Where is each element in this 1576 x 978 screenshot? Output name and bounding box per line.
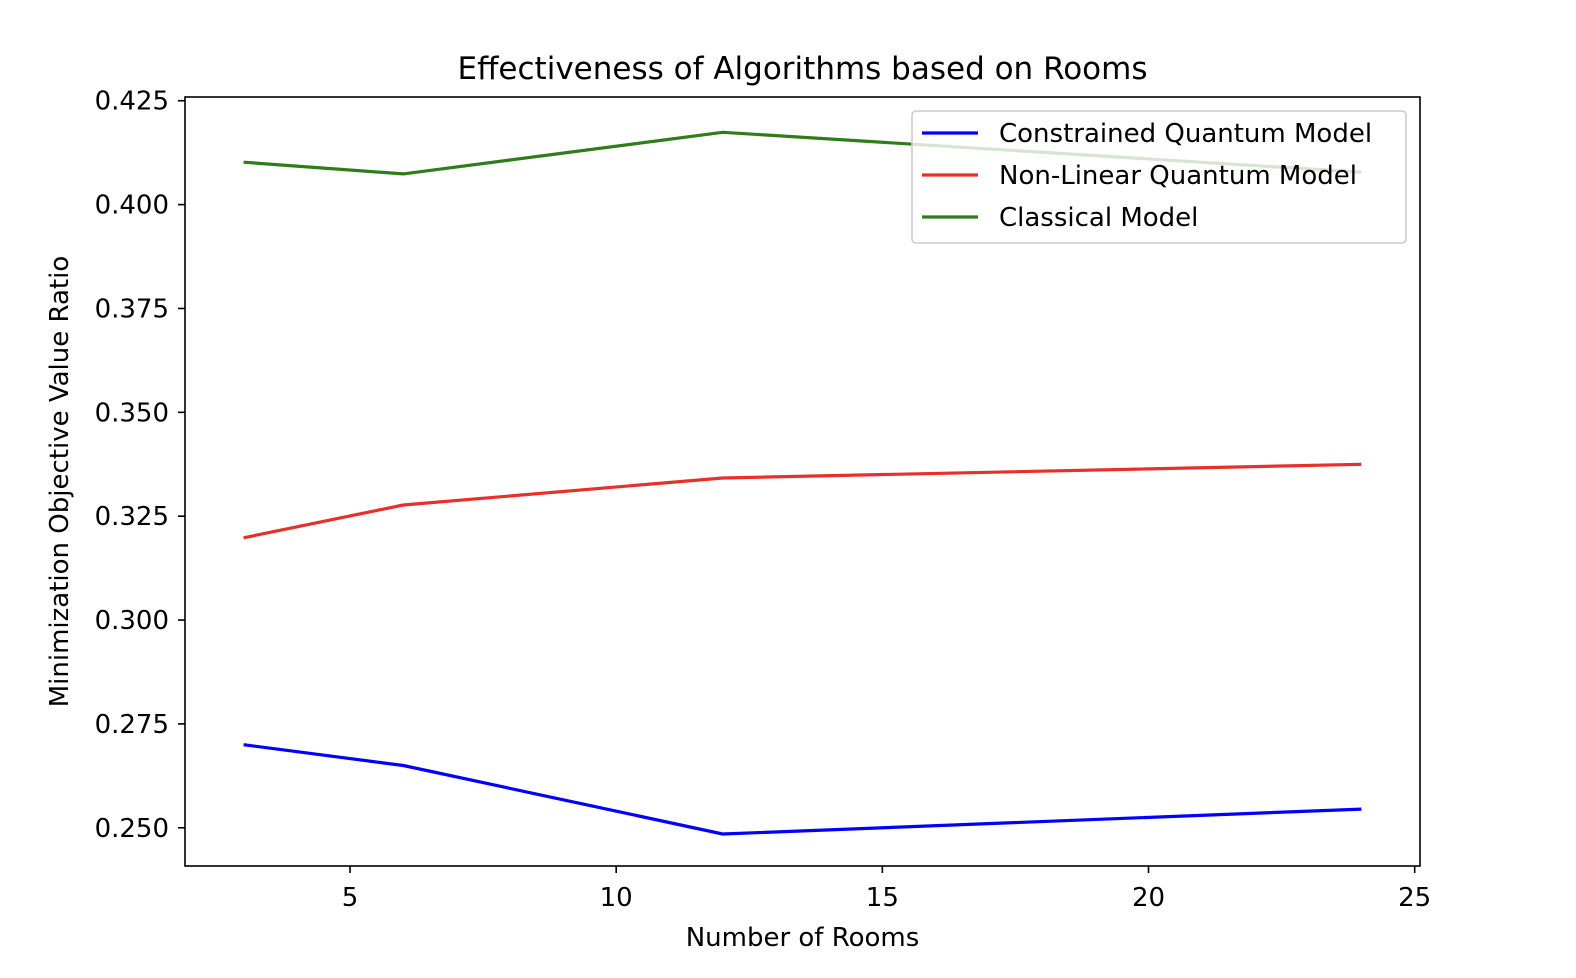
- legend: Constrained Quantum Model Non-Linear Quan…: [911, 110, 1407, 244]
- x-tick-label: 25: [1398, 883, 1431, 913]
- legend-label: Classical Model: [999, 203, 1198, 233]
- y-tick-label: 0.425: [95, 87, 169, 117]
- y-tick-label: 0.375: [95, 294, 169, 324]
- y-tick-label: 0.250: [95, 814, 169, 844]
- legend-label: Constrained Quantum Model: [999, 119, 1372, 149]
- y-tick-label: 0.350: [95, 398, 169, 428]
- y-tick-label: 0.400: [95, 191, 169, 221]
- y-axis-ticks: 0.250 0.275 0.300 0.325 0.350 0.375 0.400 0.425: [95, 87, 185, 844]
- legend-label: Non-Linear Quantum Model: [999, 161, 1357, 191]
- chart-title: Effectiveness of Algorithms based on Roo…: [457, 51, 1147, 87]
- x-tick-label: 20: [1132, 883, 1165, 913]
- y-tick-label: 0.325: [95, 502, 169, 532]
- series-line-1: [243, 462, 1362, 540]
- legend-box: [911, 110, 1407, 244]
- x-tick-label: 15: [866, 883, 899, 913]
- x-axis-label: Number of Rooms: [686, 923, 920, 953]
- plot-area-frame: [184, 96, 1421, 867]
- y-tick-label: 0.275: [95, 710, 169, 740]
- x-tick-label: 5: [342, 883, 359, 913]
- y-tick-label: 0.300: [95, 606, 169, 636]
- x-axis-ticks: 5 10 15 20 25: [342, 866, 1431, 913]
- y-axis-label: Minimization Objective Value Ratio: [45, 256, 75, 708]
- series-line-0: [243, 743, 1362, 836]
- x-tick-label: 10: [600, 883, 633, 913]
